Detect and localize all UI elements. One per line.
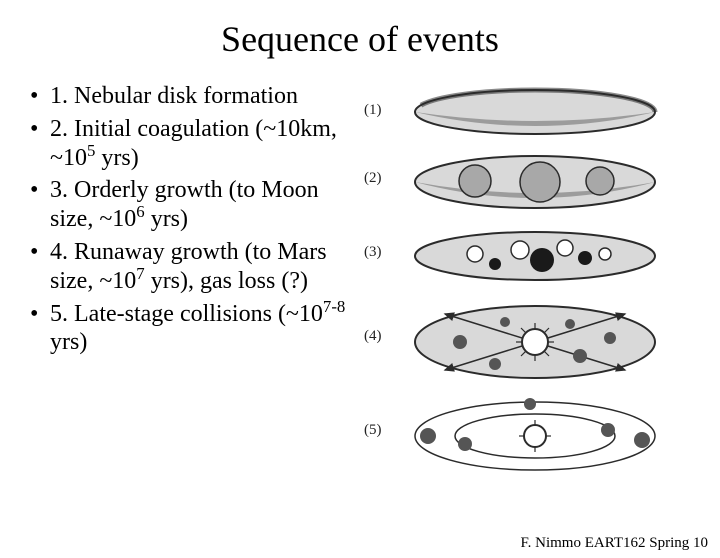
footer-text: F. Nimmo EART162 Spring 10 [521,535,709,552]
panel-2-svg [370,148,670,220]
panel-5-label: (5) [364,422,382,439]
bullet-3: 3. Orderly growth (to Moon size, ~106 yr… [30,176,360,234]
bullet-5-b: yrs) [50,329,87,355]
panel-3: (3) [370,224,690,290]
panel-5: (5) [370,394,690,484]
panel-3-svg [370,224,670,290]
panel-1-label: (1) [364,102,382,119]
bullet-2: 2. Initial coagulation (~10km, ~105 yrs) [30,115,360,173]
panel-5-svg [370,394,670,484]
bullet-4: 4. Runaway growth (to Mars size, ~107 yr… [30,238,360,296]
panel-1-svg [370,82,670,144]
bullet-4-b: yrs), gas loss (?) [145,268,308,294]
bullet-5-a: 5. Late-stage collisions (~10 [50,301,323,327]
bullet-2-b: yrs) [95,145,138,171]
diagram-column: (1) (2) (3) [370,82,690,488]
panel-3-label: (3) [364,244,382,261]
panel-2-label: (2) [364,170,382,187]
bullet-1-text: 1. Nebular disk formation [50,83,298,109]
bullet-1: 1. Nebular disk formation [30,82,360,111]
bullet-3-exp: 6 [136,202,144,221]
panel-4-svg [370,294,670,390]
content-area: 1. Nebular disk formation 2. Initial coa… [0,82,720,488]
panel-4: (4) [370,294,690,390]
panel-2: (2) [370,148,690,220]
panel-4-label: (4) [364,328,382,345]
bullet-5: 5. Late-stage collisions (~107-8 yrs) [30,300,360,358]
bullet-list: 1. Nebular disk formation 2. Initial coa… [0,82,370,488]
bullet-4-exp: 7 [136,264,144,283]
bullet-5-exp: 7-8 [323,297,345,316]
page-title: Sequence of events [0,18,720,60]
bullet-3-b: yrs) [145,206,188,232]
panel-1: (1) [370,82,690,144]
